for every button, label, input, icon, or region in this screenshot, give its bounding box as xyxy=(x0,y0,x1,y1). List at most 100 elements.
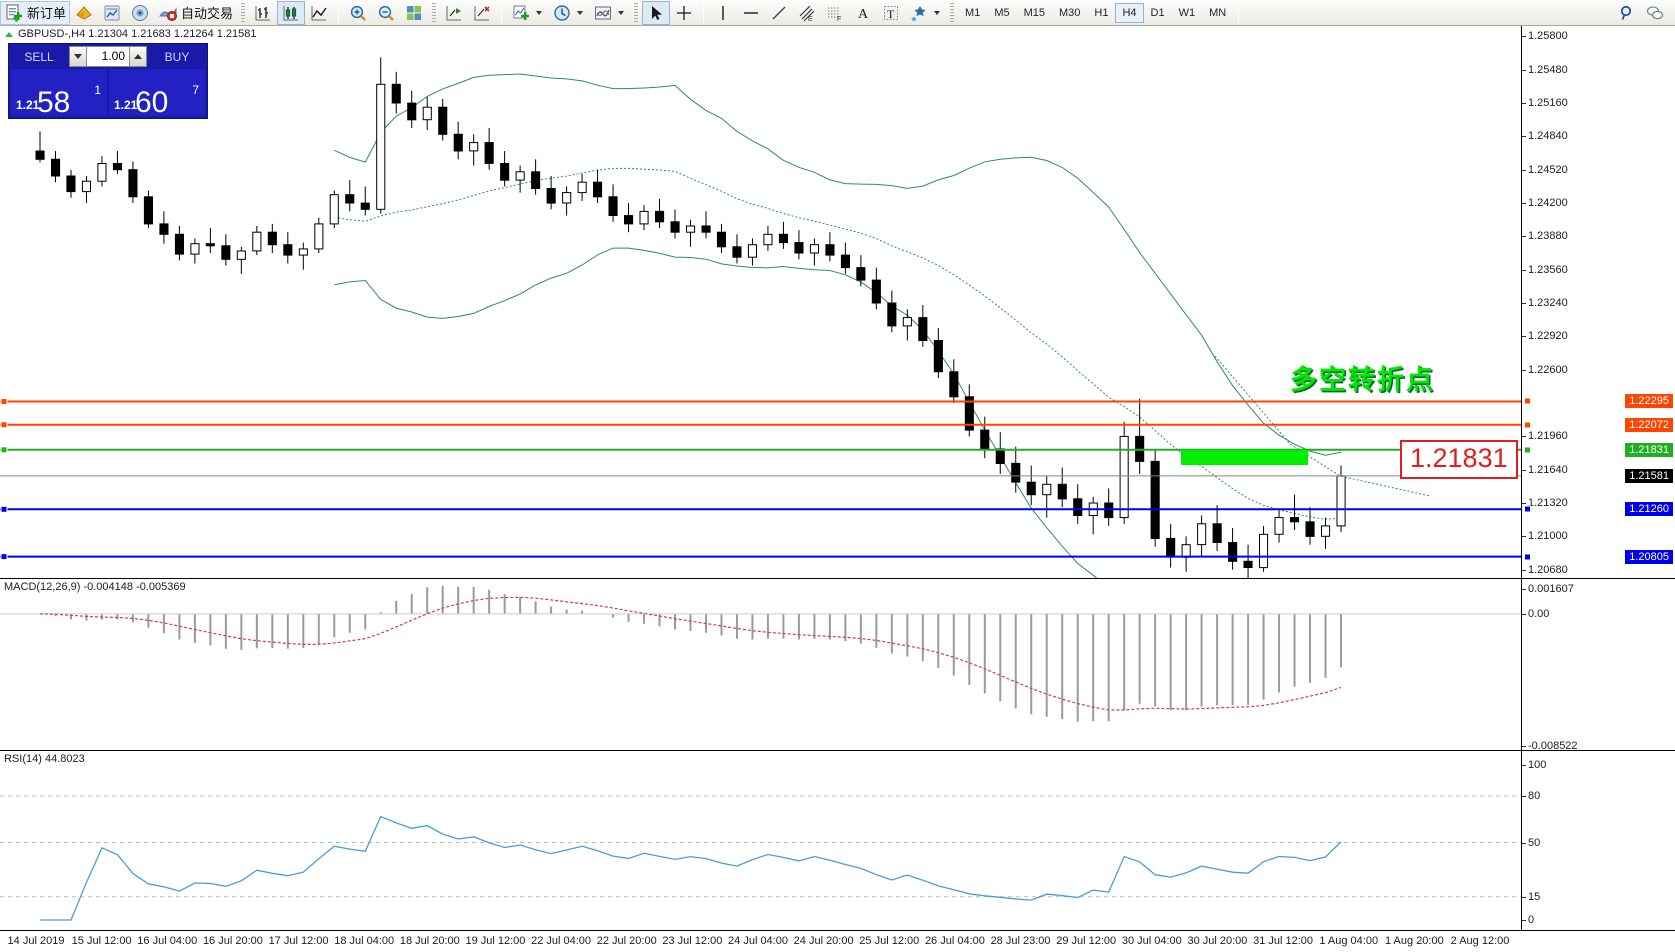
chevron-down-icon[interactable] xyxy=(577,10,584,15)
data-window-button[interactable] xyxy=(98,1,126,25)
text-label-button[interactable]: A xyxy=(849,1,877,25)
macd-chart-svg xyxy=(0,585,1521,722)
price-pane[interactable]: GBPUSD-,H4 1.21304 1.21683 1.21264 1.215… xyxy=(0,26,1675,578)
time-label: 29 Jul 12:00 xyxy=(1056,935,1117,947)
chart-tile-button[interactable] xyxy=(400,1,428,25)
timeframe-h4[interactable]: H4 xyxy=(1115,2,1144,23)
chevron-down-icon[interactable] xyxy=(536,10,543,15)
timeframe-m1[interactable]: M1 xyxy=(965,6,981,19)
zoom-in-icon xyxy=(350,5,366,21)
chevron-down-icon[interactable] xyxy=(618,10,625,15)
time-label: 22 Jul 04:00 xyxy=(531,935,592,947)
time-label: 30 Jul 20:00 xyxy=(1187,935,1248,947)
expert-advisors-button[interactable] xyxy=(70,1,98,25)
timeframe-m5[interactable]: M5 xyxy=(994,6,1010,19)
period-button[interactable] xyxy=(548,1,589,25)
lot-size-input[interactable]: 1.00 xyxy=(87,46,129,67)
lot-decrease-button[interactable] xyxy=(69,46,87,67)
candlestick-chart-button[interactable] xyxy=(277,0,306,25)
macd-plot[interactable]: MACD(12,26,9) -0.004148 -0.005369 xyxy=(0,579,1521,750)
chart-shift-button[interactable] xyxy=(440,1,468,25)
time-label: 26 Jul 04:00 xyxy=(924,935,985,947)
buy-button[interactable]: BUY xyxy=(164,49,190,64)
price-tick: 1.22920 xyxy=(1522,330,1568,343)
toolbar-separator xyxy=(501,2,503,23)
price-plot[interactable]: GBPUSD-,H4 1.21304 1.21683 1.21264 1.215… xyxy=(0,26,1521,578)
text-button[interactable]: T xyxy=(877,1,905,25)
rsi-plot[interactable]: RSI(14) 44.8023 xyxy=(0,751,1521,930)
macd-axis: 0.001607 0.00 -0.008522 xyxy=(1521,579,1675,752)
fibonacci-icon: F xyxy=(828,7,841,23)
data-window-icon xyxy=(104,5,120,20)
buy-price-big: 60 xyxy=(135,86,169,119)
svg-text:T: T xyxy=(887,7,895,21)
navigator-button[interactable] xyxy=(126,1,154,25)
new-order-icon xyxy=(6,4,22,22)
buy-price-box[interactable]: 1.21 60 7 xyxy=(109,69,205,119)
price-tick: 1.25800 xyxy=(1522,30,1568,43)
chevron-down-icon[interactable] xyxy=(934,10,941,15)
cursor-icon xyxy=(652,5,663,20)
price-tick: 1.25160 xyxy=(1522,97,1568,110)
crosshair-button[interactable] xyxy=(670,1,698,25)
timeframe-m15[interactable]: M15 xyxy=(1023,6,1045,19)
timeframe-m30[interactable]: M30 xyxy=(1059,6,1081,19)
horizontal-line-icon xyxy=(744,11,759,14)
price-axis[interactable]: 1.25800 1.25480 1.25160 1.24840 1.24520 1.242… xyxy=(1521,26,1675,578)
search-button[interactable] xyxy=(1613,1,1641,25)
price-tag-support[interactable]: 1.21260 xyxy=(1625,502,1673,517)
price-tag-handle[interactable] xyxy=(1524,421,1531,429)
price-tick: 1.23880 xyxy=(1522,230,1568,243)
candlestick-chart-icon xyxy=(283,5,299,20)
autotrade-button[interactable]: 自动交易 xyxy=(154,1,237,25)
templates-button[interactable] xyxy=(589,1,630,25)
trade-panel-prices: 1.21 58 1 1.21 60 7 xyxy=(9,69,207,119)
zoom-out-button[interactable] xyxy=(372,1,400,25)
price-tag-pivot[interactable]: 1.21831 xyxy=(1625,442,1673,457)
search-icon xyxy=(1620,5,1632,20)
price-tag-resistance[interactable]: 1.22072 xyxy=(1625,417,1673,432)
symbol-ohlc-label: GBPUSD-,H4 1.21304 1.21683 1.21264 1.215… xyxy=(18,28,257,40)
price-tag-current[interactable]: 1.21581 xyxy=(1625,468,1673,483)
trendline-button[interactable] xyxy=(765,1,793,25)
price-tag-handle[interactable] xyxy=(1524,446,1531,454)
new-order-button[interactable]: 新订单 xyxy=(0,0,71,25)
rsi-pane[interactable]: RSI(14) 44.8023 100 80 50 15 0 xyxy=(0,750,1675,930)
lot-increase-button[interactable] xyxy=(129,46,147,67)
timeframe-w1[interactable]: W1 xyxy=(1178,6,1196,19)
price-chart-svg xyxy=(0,57,1521,578)
price-tick: 1.24840 xyxy=(1522,130,1568,143)
horizontal-line-button[interactable] xyxy=(737,1,765,25)
time-label: 30 Jul 04:00 xyxy=(1121,935,1182,947)
price-tag-handle[interactable] xyxy=(1524,505,1531,513)
time-label: 28 Jul 23:00 xyxy=(990,935,1051,947)
bar-chart-button[interactable] xyxy=(249,1,277,25)
price-tag-handle[interactable] xyxy=(1524,553,1531,561)
chat-button[interactable] xyxy=(1641,1,1669,25)
line-chart-button[interactable] xyxy=(305,1,333,25)
timeframe-h1[interactable]: H1 xyxy=(1094,6,1109,19)
lot-size-stepper[interactable]: 1.00 xyxy=(69,46,147,67)
macd-pane[interactable]: MACD(12,26,9) -0.004148 -0.005369 0.0016… xyxy=(0,578,1675,752)
timeframe-d1[interactable]: D1 xyxy=(1150,6,1165,19)
vertical-line-button[interactable] xyxy=(709,1,737,25)
indicators-button[interactable] xyxy=(507,1,548,25)
price-tick: 1.21640 xyxy=(1522,463,1568,476)
price-tag-support[interactable]: 1.20805 xyxy=(1625,549,1673,564)
price-tag-resistance[interactable]: 1.22295 xyxy=(1625,394,1673,409)
price-tick: 1.20680 xyxy=(1522,563,1568,576)
fibonacci-button[interactable]: F xyxy=(821,1,849,25)
equidistant-channel-button[interactable]: E xyxy=(793,1,821,25)
cursor-button[interactable] xyxy=(642,0,671,25)
chart-shift-icon xyxy=(446,5,462,20)
symbol-arrow-icon xyxy=(5,32,13,37)
shapes-button[interactable] xyxy=(905,1,946,25)
one-click-trading-panel[interactable]: SELL 1.00 BUY 1.21 58 1 xyxy=(8,43,208,119)
timeframe-mn[interactable]: MN xyxy=(1209,6,1227,19)
price-tag-handle[interactable] xyxy=(1524,397,1531,405)
zoom-in-button[interactable] xyxy=(344,1,372,25)
sell-button[interactable]: SELL xyxy=(24,49,54,64)
chart-autoscroll-button[interactable] xyxy=(468,1,496,25)
chart-surface[interactable]: GBPUSD-,H4 1.21304 1.21683 1.21264 1.215… xyxy=(0,26,1675,952)
sell-price-box[interactable]: 1.21 58 1 xyxy=(11,69,107,119)
